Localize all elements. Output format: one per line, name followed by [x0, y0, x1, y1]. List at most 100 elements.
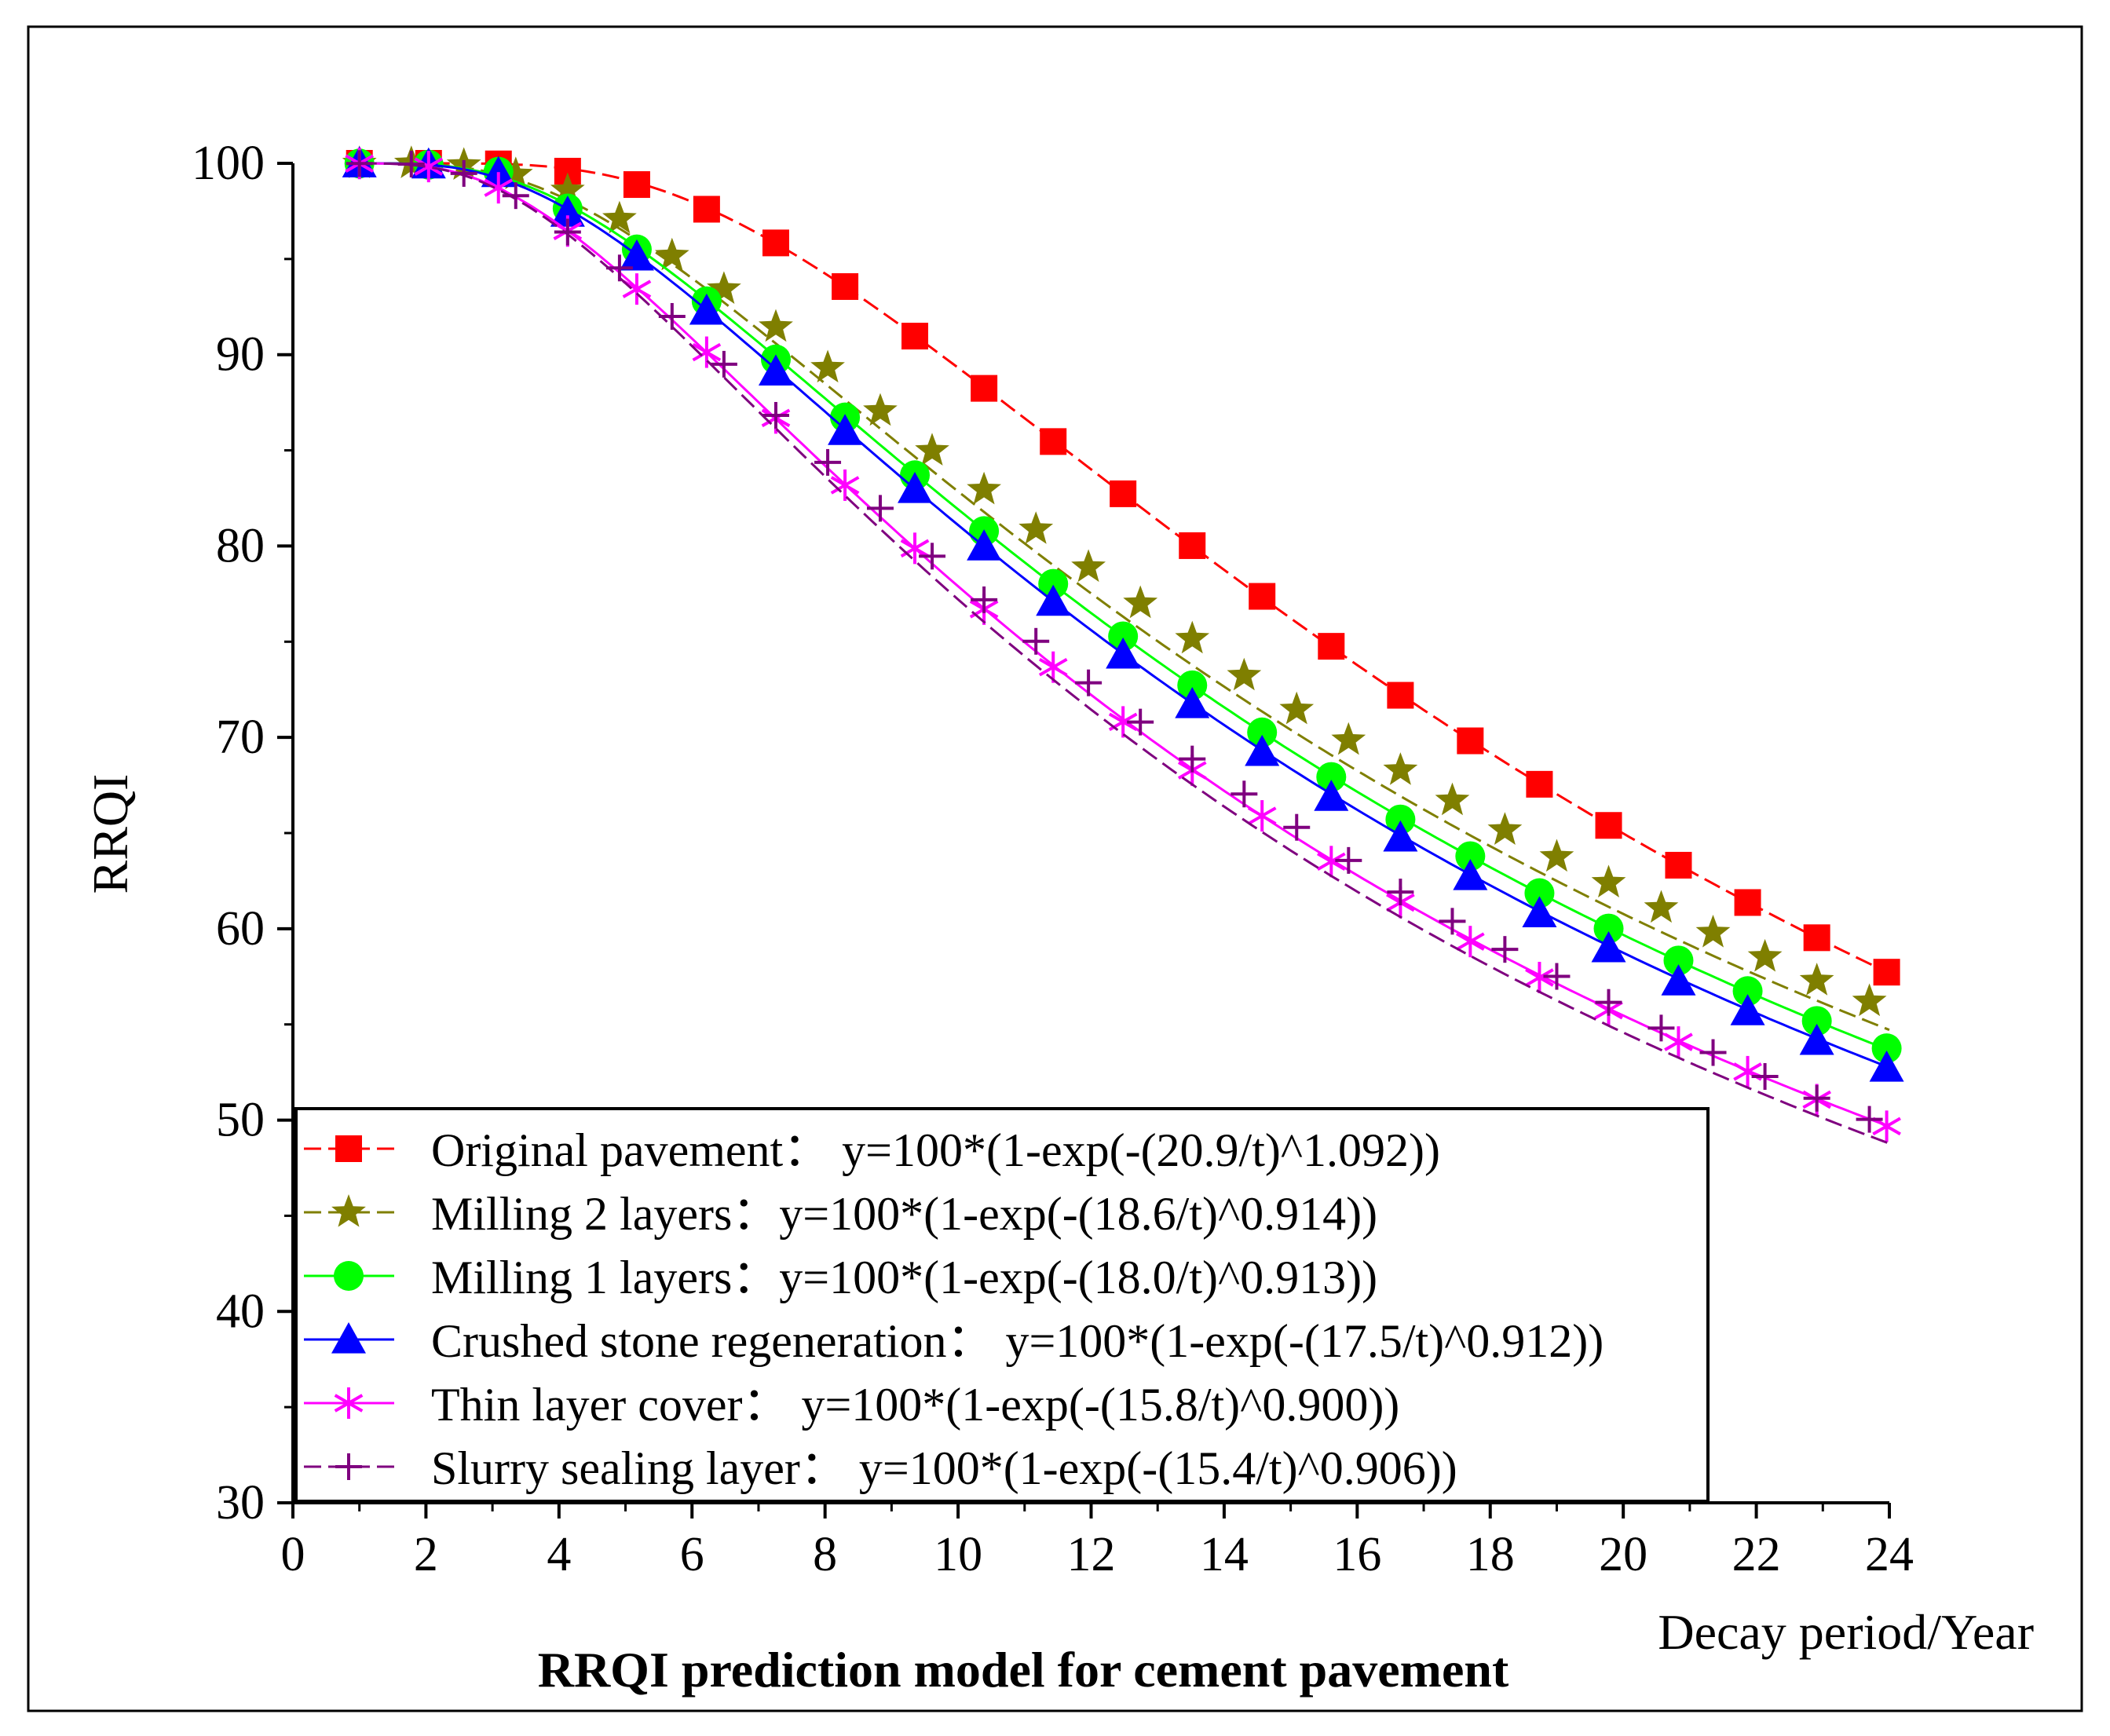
data-point-thin-layer-cover: [1872, 1110, 1901, 1142]
y-axis-label: RRQI: [82, 774, 138, 894]
data-point-original-pavement: [1249, 583, 1276, 610]
data-point-thin-layer-cover: [414, 151, 444, 183]
data-point-milling-1-layers: [1871, 1033, 1902, 1064]
data-point-thin-layer-cover: [900, 532, 930, 565]
legend: Original pavement： y=100*(1-exp(-(20.9/t…: [294, 1107, 1710, 1503]
data-point-original-pavement: [901, 323, 929, 350]
data-point-crushed-stone-regeneration: [1314, 780, 1349, 811]
legend-label-milling-2-layers: Milling 2 layers：y=100*(1-exp(-(18.6/t)^…: [431, 1188, 1377, 1240]
data-point-original-pavement: [1526, 770, 1553, 798]
y-tick-label: 30: [216, 1476, 265, 1530]
data-point-slurry-sealing-layer: [502, 182, 529, 210]
outer-frame: [27, 25, 2083, 1712]
data-point-thin-layer-cover: [1664, 1026, 1693, 1058]
data-point-slurry-sealing-layer: [1699, 1039, 1727, 1066]
data-point-slurry-sealing-layer: [658, 302, 686, 330]
data-point-milling-1-layers: [1593, 913, 1624, 944]
data-point-original-pavement: [832, 272, 859, 300]
data-point-crushed-stone-regeneration: [1245, 734, 1280, 766]
data-point-thin-layer-cover: [1038, 651, 1068, 683]
data-point-thin-layer-cover: [830, 469, 860, 501]
data-point-milling-1-layers: [1385, 804, 1416, 835]
data-point-milling-2-layers: [550, 172, 585, 206]
data-point-crushed-stone-regeneration: [1591, 930, 1626, 963]
data-point-milling-2-layers: [1279, 691, 1315, 725]
data-point-slurry-sealing-layer: [1022, 627, 1050, 655]
series-line-crushed-stone-regeneration: [359, 162, 1890, 1069]
data-point-thin-layer-cover: [1525, 962, 1554, 994]
data-point-original-pavement: [1457, 727, 1484, 755]
data-point-crushed-stone-regeneration: [481, 155, 516, 188]
data-point-milling-2-layers: [1644, 890, 1679, 923]
data-point-milling-1-layers: [1663, 945, 1694, 976]
y-tick-label: 80: [216, 519, 265, 572]
data-point-original-pavement: [1110, 480, 1137, 507]
data-point-slurry-sealing-layer: [919, 543, 946, 570]
legend-label-crushed-stone-regeneration: Crushed stone regeneration： y=100*(1-exp…: [431, 1315, 1604, 1367]
data-point-crushed-stone-regeneration: [1799, 1023, 1834, 1055]
legend-marker-original-pavement: [335, 1135, 362, 1162]
legend-marker-thin-layer-cover: [334, 1387, 364, 1419]
data-point-slurry-sealing-layer: [450, 159, 477, 187]
data-point-crushed-stone-regeneration: [550, 196, 585, 227]
x-tick-label: 8: [813, 1528, 837, 1581]
data-point-slurry-sealing-layer: [1647, 1014, 1675, 1042]
data-point-crushed-stone-regeneration: [689, 293, 724, 325]
data-point-original-pavement: [1595, 812, 1622, 839]
y-tick-label: 50: [216, 1094, 265, 1147]
data-point-milling-2-layers: [1539, 839, 1574, 872]
data-point-thin-layer-cover: [1456, 926, 1485, 958]
data-point-original-pavement: [623, 171, 650, 199]
x-tick-label: 0: [281, 1528, 305, 1581]
x-tick-label: 6: [680, 1528, 704, 1581]
data-point-crushed-stone-regeneration: [898, 472, 933, 503]
data-point-milling-2-layers: [1123, 585, 1158, 619]
data-point-milling-2-layers: [1175, 620, 1210, 654]
x-tick-label: 18: [1466, 1528, 1515, 1581]
legend-marker-crushed-stone-regeneration: [331, 1322, 366, 1354]
y-tick-label: 90: [216, 328, 265, 382]
data-point-slurry-sealing-layer: [710, 350, 737, 378]
data-point-slurry-sealing-layer: [866, 495, 894, 522]
x-tick-label: 20: [1599, 1528, 1647, 1581]
data-point-thin-layer-cover: [1316, 846, 1346, 878]
data-point-milling-1-layers: [1732, 976, 1763, 1007]
data-point-thin-layer-cover: [484, 172, 514, 204]
x-tick-label: 14: [1200, 1528, 1249, 1581]
data-point-crushed-stone-regeneration: [1106, 637, 1141, 669]
y-tick-label: 100: [192, 137, 265, 190]
data-point-slurry-sealing-layer: [1543, 963, 1571, 990]
x-tick-label: 16: [1333, 1528, 1381, 1581]
data-point-slurry-sealing-layer: [1335, 846, 1362, 874]
data-point-milling-2-layers: [1695, 915, 1731, 948]
data-point-slurry-sealing-layer: [346, 150, 373, 177]
data-point-milling-2-layers: [967, 471, 1001, 505]
data-point-milling-1-layers: [1524, 878, 1555, 908]
data-point-slurry-sealing-layer: [1283, 813, 1311, 841]
data-point-milling-2-layers: [863, 393, 898, 426]
data-point-crushed-stone-regeneration: [758, 354, 793, 386]
data-point-milling-1-layers: [1247, 717, 1278, 747]
x-axis-label: Decay period/Year: [1658, 1604, 2034, 1660]
chart-title: RRQI prediction model for cement pavemen…: [538, 1642, 1509, 1698]
data-point-crushed-stone-regeneration: [1175, 686, 1210, 718]
x-tick-label: 4: [547, 1528, 571, 1581]
data-point-slurry-sealing-layer: [1127, 708, 1154, 736]
data-point-slurry-sealing-layer: [1803, 1084, 1830, 1112]
legend-marker-milling-2-layers: [331, 1194, 366, 1227]
data-point-milling-2-layers: [1227, 657, 1262, 691]
data-point-slurry-sealing-layer: [1231, 780, 1258, 808]
data-point-slurry-sealing-layer: [1491, 936, 1519, 963]
data-point-slurry-sealing-layer: [605, 254, 633, 282]
data-point-slurry-sealing-layer: [762, 401, 789, 429]
legend-label-original-pavement: Original pavement： y=100*(1-exp(-(20.9/t…: [431, 1124, 1440, 1176]
data-point-milling-2-layers: [759, 309, 793, 342]
data-point-slurry-sealing-layer: [1439, 908, 1466, 935]
data-point-thin-layer-cover: [1247, 800, 1277, 832]
data-point-slurry-sealing-layer: [1751, 1063, 1779, 1091]
data-point-original-pavement: [1803, 924, 1830, 952]
data-point-milling-1-layers: [1801, 1006, 1832, 1036]
data-point-milling-1-layers: [1108, 621, 1139, 652]
data-point-milling-2-layers: [810, 349, 845, 383]
y-tick-label: 40: [216, 1285, 265, 1338]
